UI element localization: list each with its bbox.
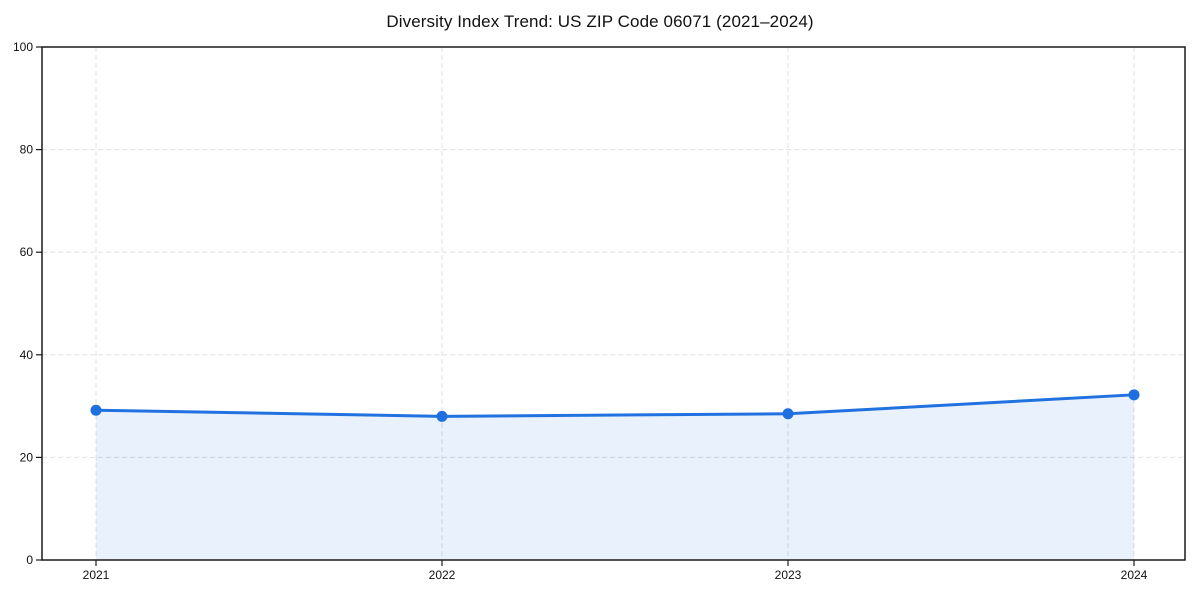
y-tick-label: 20	[20, 450, 34, 464]
y-tick-label: 80	[20, 143, 34, 157]
data-point-2023	[782, 408, 794, 420]
y-tick-label: 40	[20, 348, 34, 362]
axis-frame	[41, 46, 1186, 561]
y-tick-label: 60	[20, 245, 34, 259]
data-point-2024	[1128, 389, 1140, 401]
trend-line	[94, 393, 1136, 418]
x-tick-label: 2023	[775, 568, 802, 582]
x-tick-label: 2021	[83, 568, 110, 582]
y-tick-label: 0	[26, 553, 33, 567]
data-point-2021	[90, 404, 102, 416]
chart-title: Diversity Index Trend: US ZIP Code 06071…	[386, 12, 814, 31]
x-tick-label: 2024	[1121, 568, 1148, 582]
y-tick-label: 100	[13, 40, 33, 54]
data-point-2022	[436, 410, 448, 422]
area-fill	[96, 394, 1134, 560]
x-tick-label: 2022	[429, 568, 456, 582]
